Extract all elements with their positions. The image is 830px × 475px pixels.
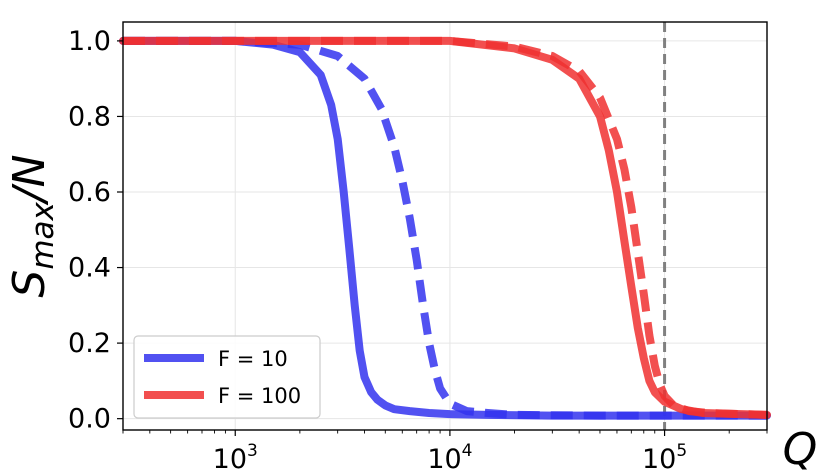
legend-label: F = 100 — [218, 384, 301, 408]
x-axis-label: Q — [783, 424, 818, 475]
x-tick-label: 104 — [427, 441, 472, 475]
axis-ticks: 0.0 0.2 0.4 0.6 0.8 1.0 103 104 105 — [68, 26, 768, 475]
series-line-1 — [119, 36, 771, 420]
y-tick-label: 0.0 — [68, 404, 111, 435]
legend-label: F = 10 — [218, 347, 288, 371]
series-line-2 — [123, 36, 767, 420]
y-tick-label: 0.6 — [68, 177, 111, 208]
legend: F = 10 F = 100 — [133, 335, 321, 419]
y-axis-label-text: Smax/N — [4, 154, 61, 297]
y-tick-label: 0.8 — [68, 101, 111, 132]
x-tick-label: 105 — [642, 441, 687, 475]
y-axis-label: Smax/N — [4, 154, 61, 297]
y-tick-label: 0.4 — [68, 253, 111, 284]
x-tick-label: 103 — [213, 441, 258, 475]
y-tick-label: 1.0 — [68, 26, 111, 57]
plot-frame — [122, 21, 768, 431]
y-tick-label: 0.2 — [68, 328, 111, 359]
series-line-4 — [123, 36, 768, 419]
series-lines — [119, 36, 771, 420]
